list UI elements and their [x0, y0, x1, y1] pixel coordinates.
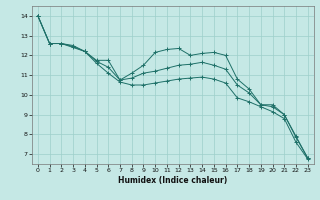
X-axis label: Humidex (Indice chaleur): Humidex (Indice chaleur)	[118, 176, 228, 185]
